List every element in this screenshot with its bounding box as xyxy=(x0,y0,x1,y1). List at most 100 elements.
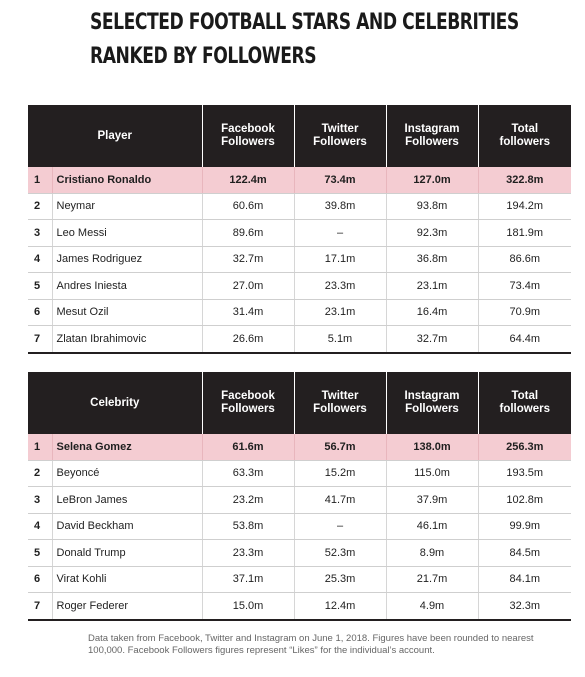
cell-name: Neymar xyxy=(51,193,202,220)
cell-twitter: 17.1m xyxy=(293,246,386,273)
cell-rank: 4 xyxy=(28,513,52,540)
cell-total: 84.5m xyxy=(477,539,571,567)
cell-total: 322.8m xyxy=(477,167,571,194)
players-header-facebook: Facebook Followers xyxy=(201,105,294,167)
players-header-row: Player Facebook Followers Twitter Follow… xyxy=(28,105,571,167)
players-table: Player Facebook Followers Twitter Follow… xyxy=(28,105,571,354)
cell-facebook: 15.0m xyxy=(201,592,294,621)
cell-total: 99.9m xyxy=(477,513,571,540)
table-row: 4 David Beckham 53.8m –46.1m 99.9m xyxy=(28,513,571,540)
celebrities-header-entity: Celebrity xyxy=(28,372,202,434)
cell-facebook: 26.6m xyxy=(201,325,294,354)
cell-rank: 3 xyxy=(28,219,52,247)
cell-facebook: 23.3m xyxy=(201,539,294,567)
cell-name: James Rodriguez xyxy=(51,246,202,273)
players-header-instagram: Instagram Followers xyxy=(385,105,478,167)
cell-name: Donald Trump xyxy=(51,539,202,567)
cell-facebook: 63.3m xyxy=(201,460,294,487)
cell-total: 73.4m xyxy=(477,272,571,300)
cell-instagram: 93.8m xyxy=(385,193,478,220)
cell-total: 256.3m xyxy=(477,434,571,461)
celebrities-header-instagram: Instagram Followers xyxy=(385,372,478,434)
cell-instagram: 37.9m xyxy=(385,486,478,514)
table-row: 4 James Rodriguez 32.7m 17.1m 36.8m 86.6m xyxy=(28,246,571,273)
cell-rank: 2 xyxy=(28,193,52,220)
cell-twitter: 23.1m xyxy=(293,299,386,326)
table-row: 1 Selena Gomez 61.6m 56.7m 138.0m 256.3m xyxy=(28,434,571,461)
celebrities-header-total: Total followers xyxy=(477,372,571,434)
table-row: 7 Zlatan Ibrahimovic 26.6m 5.1m 32.7m 64.4m xyxy=(28,325,571,354)
cell-rank: 2 xyxy=(28,460,52,487)
cell-rank: 3 xyxy=(28,486,52,514)
table-row: 2 Beyoncé 63.3m 15.2m 115.0m 193.5m xyxy=(28,460,571,487)
players-header-twitter-line-1: Twitter xyxy=(321,123,359,135)
cell-name: Virat Kohli xyxy=(51,566,202,593)
players-header-entity-label: Player xyxy=(97,129,133,142)
cell-twitter: 73.4m xyxy=(293,167,386,194)
cell-rank: 6 xyxy=(28,566,52,593)
cell-total: 102.8m xyxy=(477,486,571,514)
cell-instagram: 127.0m xyxy=(385,167,478,194)
cell-facebook: 37.1m xyxy=(201,566,294,593)
table-row: 6 Virat Kohli 37.1m 25.3m 21.7m 84.1m xyxy=(28,566,571,593)
table-row: 3 Leo Messi 89.6m –92.3m 181.9m xyxy=(28,219,571,247)
celebrities-table: Celebrity Facebook Followers Twitter Fol… xyxy=(28,372,571,621)
cell-name: David Beckham xyxy=(51,513,202,540)
table-row: 2 Neymar 60.6m 39.8m 93.8m 194.2m xyxy=(28,193,571,220)
cell-total: 84.1m xyxy=(477,566,571,593)
players-header-entity: Player xyxy=(28,105,202,167)
cell-facebook: 31.4m xyxy=(201,299,294,326)
cell-rank: 5 xyxy=(28,272,52,300)
cell-instagram: 4.9m xyxy=(385,592,478,621)
players-header-total-line-1: Total xyxy=(511,123,539,135)
cell-name: Leo Messi xyxy=(51,219,202,247)
celebrities-header-total-line-2: followers xyxy=(499,403,550,415)
cell-instagram: 16.4m xyxy=(385,299,478,326)
cell-twitter: 12.4m xyxy=(293,592,386,621)
celebrities-header-instagram-line-2: Followers xyxy=(405,403,459,415)
celebrities-header-facebook-line-2: Followers xyxy=(221,403,275,415)
cell-instagram: 36.8m xyxy=(385,246,478,273)
cell-total: 193.5m xyxy=(477,460,571,487)
celebrities-header-facebook: Facebook Followers xyxy=(201,372,294,434)
cell-rank: 1 xyxy=(28,167,52,194)
cell-instagram: 8.9m xyxy=(385,539,478,567)
players-header-twitter: Twitter Followers xyxy=(293,105,386,167)
players-header-facebook-line-1: Facebook xyxy=(221,123,275,135)
cell-name: Andres Iniesta xyxy=(51,272,202,300)
cell-facebook: 89.6m xyxy=(201,219,294,247)
cell-twitter: 5.1m xyxy=(293,325,386,354)
cell-rank: 1 xyxy=(28,434,52,461)
cell-total: 181.9m xyxy=(477,219,571,247)
page-title: SELECTED FOOTBALL STARS AND CELEBRITIES … xyxy=(90,6,519,74)
cell-facebook: 23.2m xyxy=(201,486,294,514)
cell-total: 70.9m xyxy=(477,299,571,326)
table-row: 5 Andres Iniesta 27.0m 23.3m 23.1m 73.4m xyxy=(28,272,571,300)
celebrities-header-instagram-line-1: Instagram xyxy=(404,390,460,402)
cell-twitter: 52.3m xyxy=(293,539,386,567)
footnote: Data taken from Facebook, Twitter and In… xyxy=(88,633,534,656)
cell-name: Selena Gomez xyxy=(51,434,202,461)
page-title-line-1: SELECTED FOOTBALL STARS AND CELEBRITIES xyxy=(90,10,519,35)
cell-facebook: 122.4m xyxy=(201,167,294,194)
players-header-twitter-line-2: Followers xyxy=(313,136,367,148)
cell-facebook: 32.7m xyxy=(201,246,294,273)
cell-rank: 5 xyxy=(28,539,52,567)
cell-name: Mesut Ozil xyxy=(51,299,202,326)
cell-instagram: 92.3m xyxy=(385,219,478,247)
cell-twitter: 15.2m xyxy=(293,460,386,487)
cell-instagram: 115.0m xyxy=(385,460,478,487)
table-row: 1 Cristiano Ronaldo 122.4m 73.4m 127.0m 322.8… xyxy=(28,167,571,194)
cell-instagram: 32.7m xyxy=(385,325,478,354)
table-row: 3 LeBron James 23.2m 41.7m 37.9m 102.8m xyxy=(28,486,571,514)
cell-name: LeBron James xyxy=(51,486,202,514)
players-header-total-line-2: followers xyxy=(499,136,550,148)
cell-twitter: 23.3m xyxy=(293,272,386,300)
cell-facebook: 60.6m xyxy=(201,193,294,220)
cell-facebook: 61.6m xyxy=(201,434,294,461)
cell-total: 194.2m xyxy=(477,193,571,220)
celebrities-header-entity-label: Celebrity xyxy=(90,396,140,409)
cell-instagram: 21.7m xyxy=(385,566,478,593)
cell-total: 32.3m xyxy=(477,592,571,621)
table-row: 5 Donald Trump 23.3m 52.3m 8.9m 84.5m xyxy=(28,539,571,567)
